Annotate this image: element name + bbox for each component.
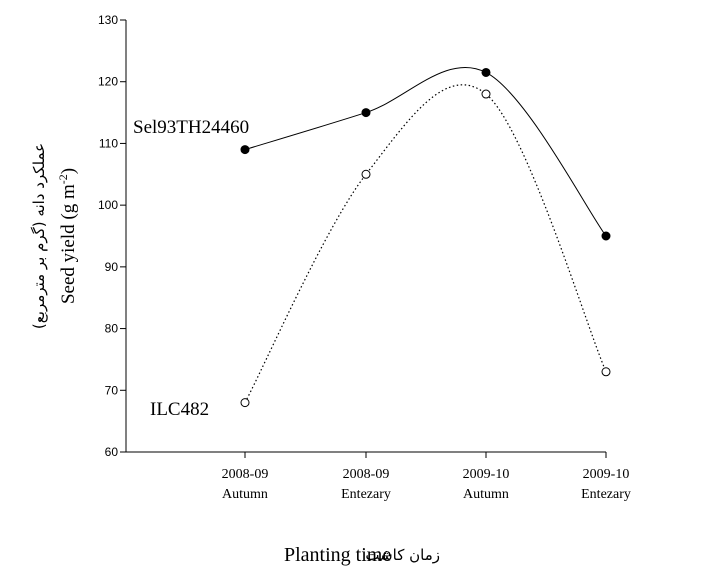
y-tick-label: 120 — [98, 75, 118, 89]
axes — [125, 20, 606, 453]
data-point-ilc482 — [601, 367, 611, 377]
x-tick-label-type: Autumn — [222, 487, 268, 502]
y-tick-label: 80 — [105, 322, 119, 336]
data-point-ilc482 — [361, 169, 371, 179]
series-line-sel93th24460 — [244, 66, 607, 237]
x-tick-label-type: Entezary — [341, 487, 391, 502]
series-label-sel93th24460: Sel93TH24460 — [133, 117, 249, 138]
x-tick-label-season: 2009-10 — [583, 467, 630, 482]
y-tick-label: 100 — [98, 198, 118, 212]
x-axis-title: Planting time — [284, 544, 391, 566]
y-tick-label: 110 — [99, 136, 118, 150]
series-line-ilc482 — [244, 84, 607, 403]
series-layer — [240, 66, 611, 408]
y-tick-label: 130 — [98, 13, 118, 27]
y-tick-label: 70 — [105, 383, 119, 397]
data-point-sel93th24460 — [481, 67, 491, 77]
y-axis-title-fa: عملکرد دانه (گرم بر مترمربع) — [30, 143, 48, 329]
y-axis-title: Seed yield (g m-2) — [56, 168, 79, 304]
x-tick-label-season: 2008-09 — [222, 467, 269, 482]
series-label-ilc482: ILC482 — [150, 399, 209, 420]
data-point-sel93th24460 — [601, 231, 611, 241]
data-point-ilc482 — [481, 89, 491, 99]
x-ticks: 2008-09 Autumn 2008-09 Entezary 2009-10 Autum… — [222, 452, 631, 502]
y-tick-label: 90 — [105, 260, 119, 274]
data-point-sel93th24460 — [240, 145, 250, 155]
data-point-sel93th24460 — [361, 108, 371, 118]
y-ticks: 60 70 80 90 100 110 120 130 — [98, 13, 126, 459]
x-tick-label-season: 2009-10 — [463, 467, 510, 482]
data-point-ilc482 — [240, 398, 250, 408]
x-axis-title-fa: زمان کاشت — [365, 546, 440, 564]
y-tick-label: 60 — [105, 445, 119, 459]
x-tick-label-type: Autumn — [463, 487, 509, 502]
x-tick-label-type: Entezary — [581, 487, 631, 502]
x-tick-label-season: 2008-09 — [343, 467, 390, 482]
